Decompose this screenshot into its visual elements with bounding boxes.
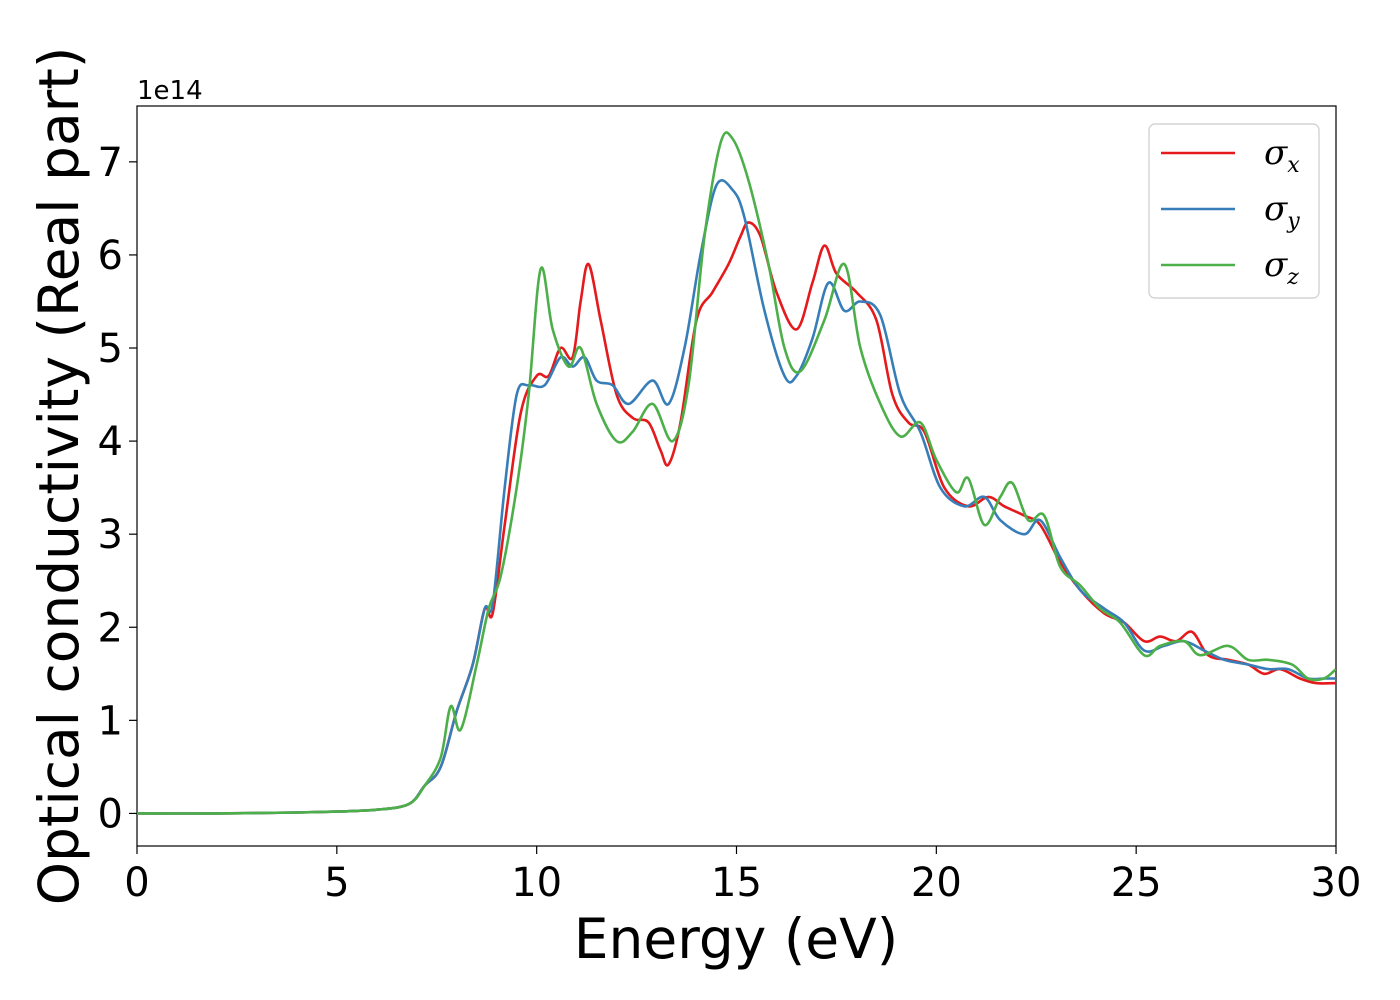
y-tick-label: 4 (98, 419, 123, 465)
series-line-y (137, 179, 1336, 815)
legend: σx σy σz (1148, 123, 1320, 299)
series-group (137, 131, 1336, 815)
series-line-z (137, 131, 1336, 815)
legend-label-y: σy (1264, 189, 1300, 234)
x-tick-label: 0 (124, 860, 149, 906)
y-tick-label: 1 (98, 698, 123, 744)
y-tick-label: 0 (98, 791, 123, 837)
x-tick-label: 10 (511, 860, 562, 906)
y-axis-ticks: 0 1 2 3 4 5 6 7 (98, 140, 137, 837)
legend-label-x: σx (1264, 133, 1300, 178)
y-axis-label: Optical conductivity (Real part) (27, 47, 91, 906)
y-tick-label: 3 (98, 512, 123, 558)
y-tick-label: 2 (98, 605, 123, 651)
series-line-x (137, 221, 1336, 815)
y-tick-label: 7 (98, 140, 123, 186)
y-tick-label: 5 (98, 326, 123, 372)
x-axis-label: Energy (eV) (574, 907, 898, 971)
x-axis-ticks: 0 5 10 15 20 25 30 (124, 846, 1361, 906)
x-tick-label: 15 (711, 860, 762, 906)
legend-box (1148, 123, 1320, 299)
x-tick-label: 30 (1311, 860, 1362, 906)
legend-label-z: σz (1264, 245, 1299, 290)
y-offset-text: 1e14 (137, 76, 203, 106)
y-tick-label: 6 (98, 233, 123, 279)
x-tick-label: 20 (911, 860, 962, 906)
x-tick-label: 5 (324, 860, 349, 906)
x-tick-label: 25 (1111, 860, 1162, 906)
